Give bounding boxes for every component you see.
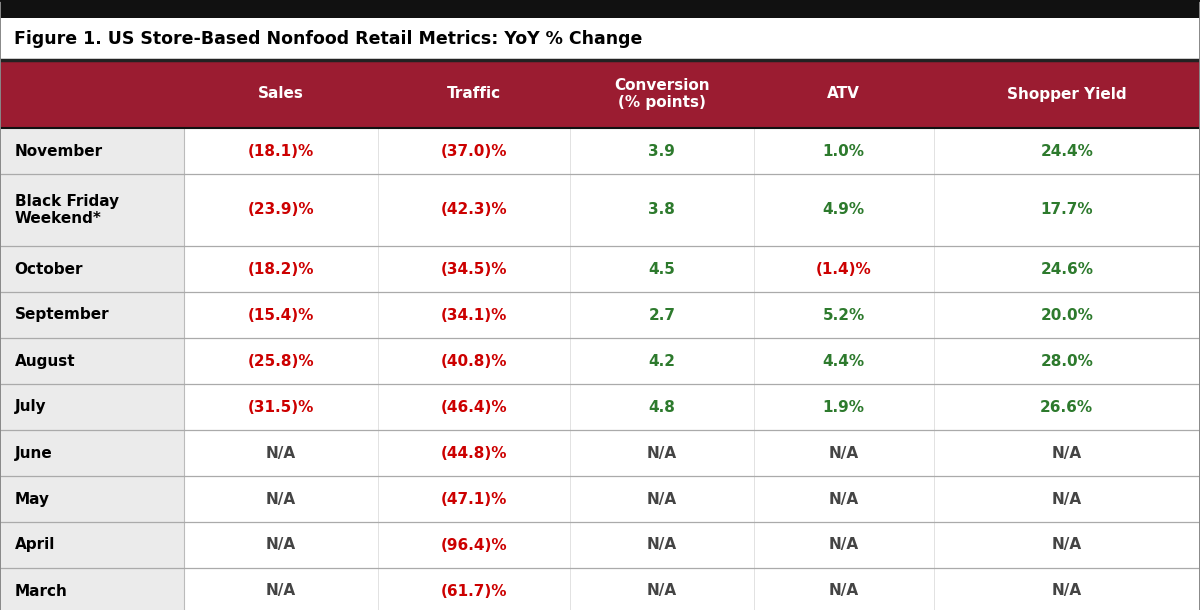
Bar bbox=[184, 568, 1200, 610]
Text: Sales: Sales bbox=[258, 87, 304, 101]
Text: Traffic: Traffic bbox=[446, 87, 502, 101]
Text: Shopper Yield: Shopper Yield bbox=[1007, 87, 1127, 101]
Bar bbox=[0, 384, 184, 430]
Text: Figure 1. US Store-Based Nonfood Retail Metrics: YoY % Change: Figure 1. US Store-Based Nonfood Retail … bbox=[14, 30, 643, 48]
Text: June: June bbox=[14, 445, 53, 461]
Text: (15.4)%: (15.4)% bbox=[247, 307, 314, 323]
Text: May: May bbox=[14, 492, 49, 506]
Text: (61.7)%: (61.7)% bbox=[440, 584, 508, 598]
Text: N/A: N/A bbox=[265, 445, 296, 461]
Text: N/A: N/A bbox=[1051, 584, 1082, 598]
Bar bbox=[184, 292, 1200, 338]
Text: 5.2%: 5.2% bbox=[822, 307, 865, 323]
Text: (18.1)%: (18.1)% bbox=[247, 143, 314, 159]
Text: 4.8: 4.8 bbox=[648, 400, 676, 415]
Text: August: August bbox=[14, 354, 76, 368]
Bar bbox=[0, 60, 1200, 128]
Text: (96.4)%: (96.4)% bbox=[440, 537, 508, 553]
Text: 20.0%: 20.0% bbox=[1040, 307, 1093, 323]
Text: September: September bbox=[14, 307, 109, 323]
Text: N/A: N/A bbox=[828, 584, 859, 598]
Text: 1.9%: 1.9% bbox=[823, 400, 865, 415]
Text: N/A: N/A bbox=[1051, 445, 1082, 461]
Text: (34.5)%: (34.5)% bbox=[440, 262, 508, 276]
Bar bbox=[184, 174, 1200, 246]
Bar bbox=[0, 0, 1200, 18]
Text: N/A: N/A bbox=[265, 584, 296, 598]
Text: (1.4)%: (1.4)% bbox=[816, 262, 871, 276]
Text: N/A: N/A bbox=[647, 492, 677, 506]
Bar bbox=[184, 246, 1200, 292]
Bar bbox=[0, 430, 184, 476]
Text: (23.9)%: (23.9)% bbox=[247, 203, 314, 218]
Bar bbox=[184, 384, 1200, 430]
Text: November: November bbox=[14, 143, 103, 159]
Text: (25.8)%: (25.8)% bbox=[247, 354, 314, 368]
Text: N/A: N/A bbox=[1051, 492, 1082, 506]
Text: N/A: N/A bbox=[828, 492, 859, 506]
Text: (31.5)%: (31.5)% bbox=[247, 400, 314, 415]
Text: (37.0)%: (37.0)% bbox=[440, 143, 508, 159]
Bar bbox=[0, 246, 184, 292]
Bar bbox=[0, 128, 184, 174]
Text: 4.2: 4.2 bbox=[648, 354, 676, 368]
Text: 26.6%: 26.6% bbox=[1040, 400, 1093, 415]
Text: N/A: N/A bbox=[647, 537, 677, 553]
Bar bbox=[0, 174, 184, 246]
Text: March: March bbox=[14, 584, 67, 598]
Bar bbox=[0, 522, 184, 568]
Bar bbox=[184, 128, 1200, 174]
Text: April: April bbox=[14, 537, 55, 553]
Bar bbox=[0, 292, 184, 338]
Text: N/A: N/A bbox=[647, 584, 677, 598]
Text: N/A: N/A bbox=[1051, 537, 1082, 553]
Bar bbox=[0, 18, 1200, 60]
Text: 24.4%: 24.4% bbox=[1040, 143, 1093, 159]
Text: (42.3)%: (42.3)% bbox=[440, 203, 508, 218]
Text: 1.0%: 1.0% bbox=[823, 143, 865, 159]
Bar bbox=[0, 568, 184, 610]
Bar bbox=[184, 338, 1200, 384]
Bar bbox=[184, 430, 1200, 476]
Text: 4.5: 4.5 bbox=[648, 262, 676, 276]
Text: (44.8)%: (44.8)% bbox=[440, 445, 508, 461]
Text: 3.8: 3.8 bbox=[648, 203, 676, 218]
Text: 2.7: 2.7 bbox=[648, 307, 676, 323]
Text: July: July bbox=[14, 400, 47, 415]
Text: (18.2)%: (18.2)% bbox=[247, 262, 314, 276]
Bar bbox=[0, 476, 184, 522]
Text: Conversion
(% points): Conversion (% points) bbox=[614, 77, 709, 110]
Text: (47.1)%: (47.1)% bbox=[440, 492, 508, 506]
Text: N/A: N/A bbox=[265, 537, 296, 553]
Text: N/A: N/A bbox=[647, 445, 677, 461]
Text: N/A: N/A bbox=[828, 445, 859, 461]
Text: (34.1)%: (34.1)% bbox=[440, 307, 508, 323]
Text: Black Friday
Weekend*: Black Friday Weekend* bbox=[14, 194, 119, 226]
Text: 24.6%: 24.6% bbox=[1040, 262, 1093, 276]
Text: 3.9: 3.9 bbox=[648, 143, 676, 159]
Text: 4.9%: 4.9% bbox=[822, 203, 865, 218]
Text: N/A: N/A bbox=[828, 537, 859, 553]
Text: 17.7%: 17.7% bbox=[1040, 203, 1093, 218]
Bar bbox=[184, 522, 1200, 568]
Text: October: October bbox=[14, 262, 83, 276]
Text: N/A: N/A bbox=[265, 492, 296, 506]
Text: ATV: ATV bbox=[827, 87, 860, 101]
Text: (46.4)%: (46.4)% bbox=[440, 400, 508, 415]
Text: (40.8)%: (40.8)% bbox=[440, 354, 508, 368]
Bar bbox=[184, 476, 1200, 522]
Text: 4.4%: 4.4% bbox=[822, 354, 865, 368]
Text: 28.0%: 28.0% bbox=[1040, 354, 1093, 368]
Bar bbox=[0, 338, 184, 384]
